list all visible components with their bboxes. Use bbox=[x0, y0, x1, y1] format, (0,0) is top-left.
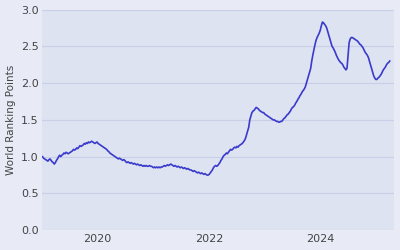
Y-axis label: World Ranking Points: World Ranking Points bbox=[6, 65, 16, 175]
